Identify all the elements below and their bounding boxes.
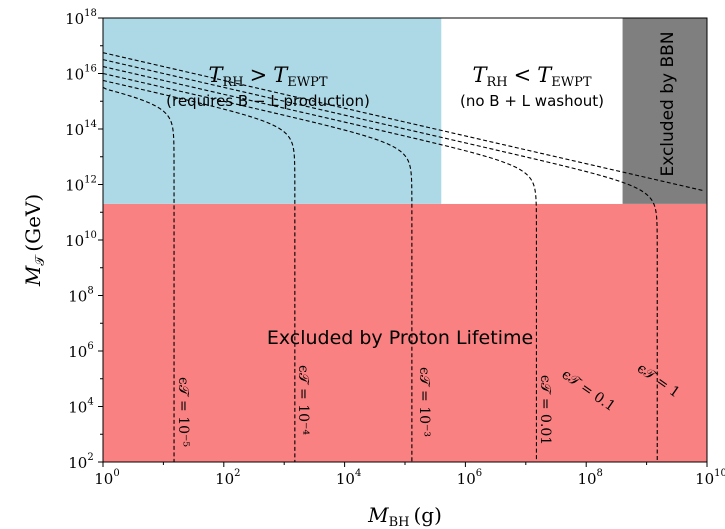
y-tick-label-0: 102 xyxy=(68,452,93,472)
region-2 xyxy=(103,18,442,204)
ticks: 100 102 104 106 108 1010102104106108101010121… xyxy=(65,8,725,488)
curve-label-1: ϵ𝒯 = 10⁻⁵ xyxy=(175,377,191,447)
x-tick-label-4: 108 xyxy=(577,468,602,488)
region-blue-label: TRH > TEWPT xyxy=(208,63,327,90)
y-tick-label-3: 108 xyxy=(68,286,93,306)
x-tick-label-3: 106 xyxy=(457,468,482,488)
y-tick-label-2: 106 xyxy=(68,341,93,361)
x-axis-label: MBH (g) xyxy=(367,503,442,529)
curve-1 xyxy=(102,86,175,462)
region-blue-sublabel: (requires B − L production) xyxy=(166,92,370,110)
y-axis-label: M𝒯(GeV) xyxy=(21,194,48,287)
curves xyxy=(102,52,705,462)
y-tick-label-6: 1014 xyxy=(65,119,97,139)
region-grey-label: Excluded by BBN xyxy=(658,31,678,176)
regions xyxy=(103,18,707,462)
region-1 xyxy=(103,203,707,462)
region-white-sublabel: (no B + L washout) xyxy=(460,92,604,110)
x-tick-label-5: 1010 xyxy=(695,468,725,488)
region-3 xyxy=(441,18,623,204)
curve-5 xyxy=(102,59,658,462)
y-tick-label-5: 1012 xyxy=(65,175,97,195)
curve-label-4: ϵ𝒯 = 0.01 xyxy=(537,375,553,445)
curve-2 xyxy=(102,79,296,462)
curve-label-2: ϵ𝒯 = 10⁻⁴ xyxy=(295,365,311,435)
x-tick-label-1: 102 xyxy=(215,468,240,488)
region-red-label: Excluded by Proton Lifetime xyxy=(267,327,533,349)
x-tick-label-2: 104 xyxy=(336,468,361,488)
region-4 xyxy=(622,18,707,204)
y-tick-label-7: 1016 xyxy=(65,64,97,84)
curve-6 xyxy=(102,52,705,192)
x-tick-label-0: 100 xyxy=(94,468,119,488)
y-tick-label-1: 104 xyxy=(68,397,93,417)
curve-4 xyxy=(102,66,537,462)
region-white-label: TRH < TEWPT xyxy=(472,63,591,90)
y-tick-label-8: 1018 xyxy=(65,8,97,28)
y-tick-label-4: 1010 xyxy=(65,230,97,250)
curve-label-3: ϵ𝒯 = 10⁻³ xyxy=(416,367,432,437)
